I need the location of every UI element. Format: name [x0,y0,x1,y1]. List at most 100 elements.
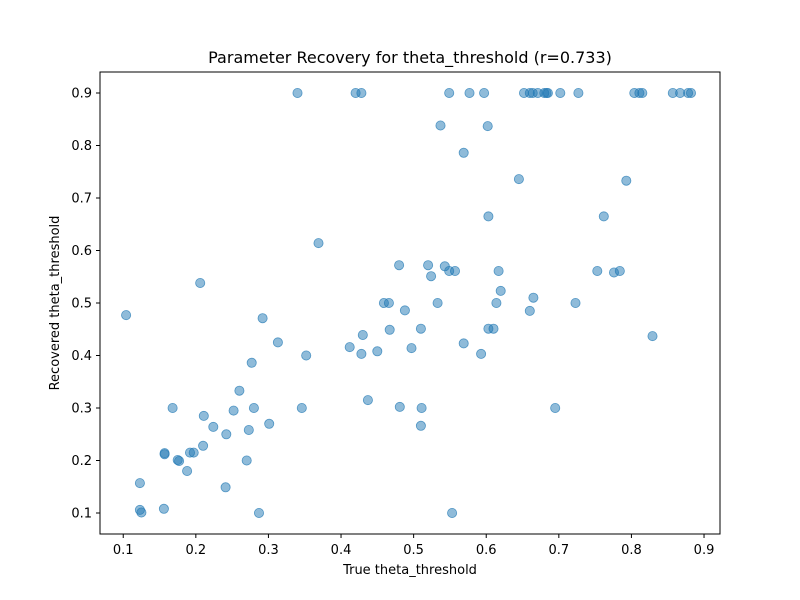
data-point [234,385,245,396]
data-point [458,147,469,158]
data-point [621,175,632,186]
y-axis-title: Recovered theta_threshold [48,216,63,391]
data-point [344,342,355,353]
data-point [444,88,455,99]
data-point [257,313,268,324]
x-tick-label: 0.4 [331,543,352,558]
data-point [415,420,426,431]
data-point [243,424,254,435]
data-point [292,88,303,99]
data-point [686,88,697,99]
data-point [174,455,185,466]
data-point [394,401,405,412]
x-tick-label: 0.1 [113,543,134,558]
data-point [555,88,566,99]
y-tick-label: 0.8 [71,139,92,154]
data-point [495,285,506,296]
data-point [357,329,368,340]
data-point [528,292,539,303]
y-tick-label: 0.5 [71,297,92,312]
data-point [228,405,239,416]
data-point [598,211,609,222]
data-point [198,440,209,451]
data-point [195,277,206,288]
x-tick-label: 0.5 [403,543,424,558]
x-tick-label: 0.6 [476,543,497,558]
data-point [483,211,494,222]
data-point [198,410,209,421]
data-point [253,507,264,518]
data-point [550,402,561,413]
data-point [542,88,553,99]
data-point [362,395,373,406]
y-tick-label: 0.7 [71,192,92,207]
data-point [449,265,460,276]
data-point [136,507,147,518]
data-point [220,482,231,493]
x-tick-label: 0.7 [548,543,569,558]
data-point [488,323,499,334]
y-tick-label: 0.2 [71,454,92,469]
y-tick-label: 0.6 [71,244,92,259]
data-point [573,88,584,99]
data-point [221,429,232,440]
data-point [647,331,658,342]
data-point [167,402,178,413]
y-tick-label: 0.1 [71,507,92,522]
data-point [399,305,410,316]
chart-title: Parameter Recovery for theta_threshold (… [208,48,612,68]
data-point [301,350,312,361]
data-point [592,265,603,276]
data-point [423,260,434,271]
data-point [296,402,307,413]
data-point [447,507,458,518]
y-tick-label: 0.4 [71,349,92,364]
data-point [313,238,324,249]
data-point [188,447,199,458]
x-axis: 0.1 0.2 0.3 0.4 0.5 0.6 0.7 0.8 0.9 [113,534,714,558]
data-point [134,478,145,489]
data-point [513,174,524,185]
data-point [159,449,170,460]
x-tick-label: 0.2 [185,543,206,558]
y-tick-label: 0.9 [71,87,92,102]
x-axis-title: True theta_threshold [342,563,477,578]
data-point [121,310,132,321]
y-tick-label: 0.3 [71,402,92,417]
data-point [524,305,535,316]
data-point [491,297,502,308]
data-point [372,346,383,357]
data-point [464,88,475,99]
data-point [415,323,426,334]
data-point [241,455,252,466]
data-point [394,260,405,271]
data-point [416,402,427,413]
data-point [406,343,417,354]
data-point [432,297,443,308]
data-point [426,271,437,282]
data-point [356,88,367,99]
data-points [121,88,697,518]
data-point [158,503,169,514]
data-point [482,121,493,132]
x-tick-label: 0.8 [621,543,642,558]
data-point [264,418,275,429]
data-point [356,348,367,359]
data-point [458,338,469,349]
data-point [208,421,219,432]
data-point [476,348,487,359]
data-point [479,88,490,99]
x-tick-label: 0.9 [694,543,715,558]
data-point [435,120,446,131]
data-point [570,297,581,308]
data-point [246,357,257,368]
data-point [493,265,504,276]
data-point [248,402,259,413]
data-point [383,297,394,308]
x-tick-label: 0.3 [258,543,279,558]
data-point [637,88,648,99]
data-point [384,324,395,335]
